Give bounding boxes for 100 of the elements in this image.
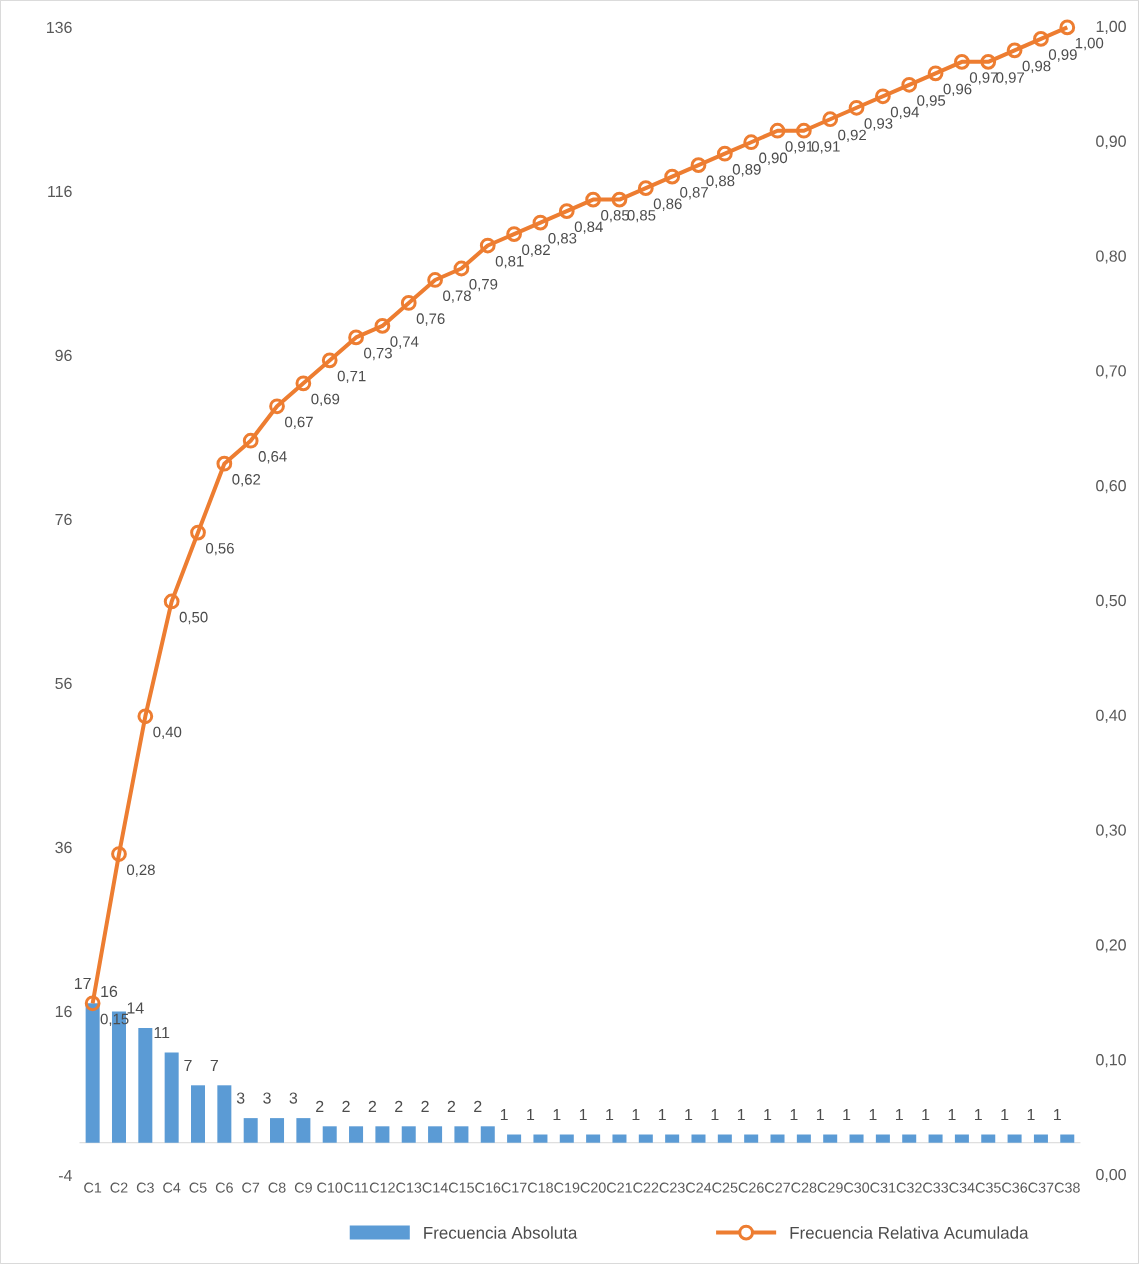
x-tick-label: C25: [712, 1182, 738, 1193]
x-tick-label: C15: [449, 1182, 475, 1193]
point: [295, 375, 312, 392]
point: [137, 708, 154, 725]
data-label: 0,95: [917, 95, 946, 108]
data-label: 1: [553, 1109, 561, 1121]
data-label: 1,00: [1075, 37, 1104, 51]
x-tick-label: C28: [791, 1182, 817, 1193]
point: [427, 272, 444, 288]
x-tick-label: C24: [686, 1182, 712, 1193]
bar: [586, 1134, 601, 1143]
y-tick-label: 16: [55, 1005, 72, 1018]
point: [374, 318, 391, 334]
bar: [559, 1134, 574, 1143]
bar: [1060, 1134, 1075, 1143]
data-label: 0,97: [996, 72, 1025, 85]
point: [400, 295, 417, 311]
bar: [507, 1134, 522, 1143]
point: [980, 53, 997, 70]
data-label: 0,56: [206, 542, 234, 556]
point: [769, 122, 786, 139]
data-label: 1: [685, 1109, 693, 1121]
x-tick-label: C4: [163, 1182, 181, 1193]
data-label: 0,89: [732, 164, 761, 177]
bar: [981, 1134, 996, 1143]
data-label: 11: [154, 1027, 170, 1039]
point: [585, 191, 602, 208]
bar: [164, 1052, 179, 1143]
data-label: 2: [474, 1100, 482, 1112]
bar: [691, 1134, 706, 1143]
point: [348, 329, 364, 346]
bar: [401, 1126, 416, 1143]
point: [743, 134, 760, 151]
data-label: 7: [210, 1059, 219, 1071]
bar: [480, 1126, 495, 1143]
y-tick-label: -4: [59, 1170, 73, 1181]
data-label: 0,67: [285, 416, 313, 430]
data-label: 0,98: [1022, 60, 1051, 74]
y-tick-label: 56: [55, 677, 72, 690]
data-label: 0,92: [838, 129, 867, 142]
data-label: 3: [236, 1092, 245, 1104]
point: [558, 203, 575, 219]
data-label: 1: [579, 1109, 587, 1121]
data-label: 1: [1001, 1109, 1009, 1121]
x-tick-label: C2: [110, 1182, 128, 1193]
y2-tick-label: 0,90: [1096, 135, 1126, 149]
data-label: 1: [817, 1109, 824, 1121]
data-label: 0,28: [127, 864, 155, 877]
x-tick-label: C5: [189, 1182, 207, 1193]
data-label: 17: [75, 977, 91, 989]
x-tick-label: C3: [136, 1182, 154, 1193]
data-label: 3: [263, 1092, 271, 1104]
data-label: 2: [421, 1100, 429, 1112]
x-tick-label: C32: [896, 1182, 922, 1193]
data-label: 16: [101, 985, 118, 998]
y-tick-label: 76: [55, 513, 72, 526]
point: [84, 995, 101, 1012]
point: [216, 455, 233, 472]
point: [717, 145, 733, 162]
data-label: 1: [948, 1109, 956, 1121]
data-label: 0,79: [469, 278, 498, 292]
y-tick-label: 136: [47, 21, 72, 34]
data-label: 0,50: [179, 611, 208, 625]
point: [506, 226, 523, 242]
y2-tick-label: 0,50: [1096, 594, 1126, 609]
y2-tick-label: 1,00: [1096, 20, 1126, 34]
point: [848, 99, 865, 116]
x-tick-label: C16: [475, 1182, 501, 1193]
x-tick-label: C35: [975, 1182, 1001, 1193]
data-label: 1: [869, 1109, 877, 1121]
data-label: 0,76: [416, 313, 445, 326]
data-label: 1: [738, 1109, 745, 1121]
bar: [770, 1134, 785, 1143]
bar: [138, 1027, 153, 1143]
bar: [823, 1134, 838, 1143]
data-label: 1: [527, 1109, 535, 1121]
point: [111, 846, 127, 862]
x-tick-label: C22: [633, 1182, 659, 1193]
data-label: 0,93: [864, 118, 893, 131]
bar: [270, 1118, 285, 1143]
data-label: 1: [975, 1109, 982, 1121]
x-tick-label: C7: [242, 1182, 260, 1193]
point: [664, 168, 681, 185]
x-tick-label: C17: [501, 1182, 527, 1193]
data-label: 0,85: [627, 210, 656, 223]
data-label: 0,97: [969, 72, 998, 85]
bar: [191, 1085, 206, 1143]
bar: [928, 1134, 943, 1143]
point: [453, 260, 470, 277]
bar: [612, 1134, 627, 1143]
y-tick-label: 36: [55, 841, 72, 854]
point: [269, 398, 285, 415]
bar: [849, 1134, 864, 1143]
x-tick-label: C9: [294, 1182, 312, 1193]
data-label: 0,83: [548, 232, 577, 246]
y2-tick-label: 0,00: [1096, 1168, 1126, 1183]
point: [954, 53, 970, 70]
bar: [533, 1134, 548, 1143]
x-tick-label: C29: [817, 1182, 843, 1193]
data-label: 0,87: [680, 187, 708, 200]
